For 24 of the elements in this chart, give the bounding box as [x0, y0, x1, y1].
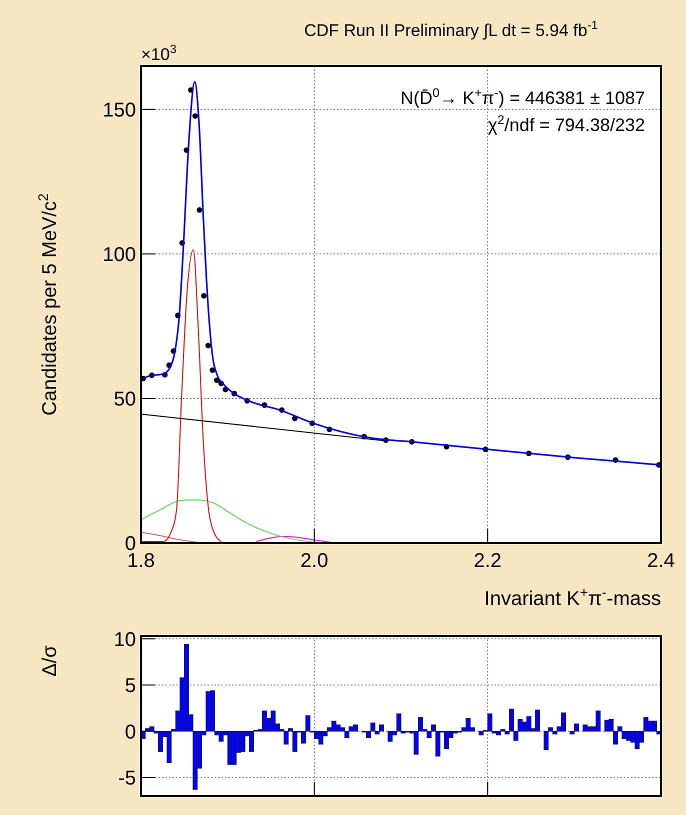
y-tick-label: 100 — [102, 244, 136, 266]
x-axis-title: Invariant K$^{+}$π$^{-}$-mass — [484, 584, 661, 610]
x-tick-label: 2.4 — [647, 550, 675, 572]
point — [196, 207, 202, 213]
annotation: N(D̄$^{0}$→ K$^{+}$π$^{-}$) = 446381 ± 1087 — [400, 86, 645, 108]
x-tick-label: 2.0 — [300, 550, 328, 572]
point — [205, 342, 211, 348]
y-tick-label: 50 — [114, 388, 136, 410]
y-axis-title: Δ/σ — [39, 644, 61, 677]
line-series — [141, 249, 222, 543]
point — [192, 113, 198, 119]
line-series — [141, 499, 315, 543]
x-tick-label: 1.8 — [127, 550, 155, 572]
x-tick-label: 2.2 — [474, 550, 502, 572]
line-series — [141, 532, 197, 543]
annotation: χ$^{2}$/ndf = 794.38/232 — [488, 113, 645, 135]
y-tick-label: 0 — [124, 721, 136, 744]
y-tick-label: -5 — [118, 768, 136, 790]
y-tick-label: 150 — [102, 99, 136, 122]
y-tick-label: 5 — [124, 675, 136, 698]
point — [201, 293, 207, 299]
y-tick-label: 10 — [114, 628, 136, 651]
chart-title: CDF Run II Preliminary ∫L dt = 5.94 fb$^{-1}$ — [304, 18, 598, 40]
text: ×10$^{3}$ — [141, 42, 177, 64]
